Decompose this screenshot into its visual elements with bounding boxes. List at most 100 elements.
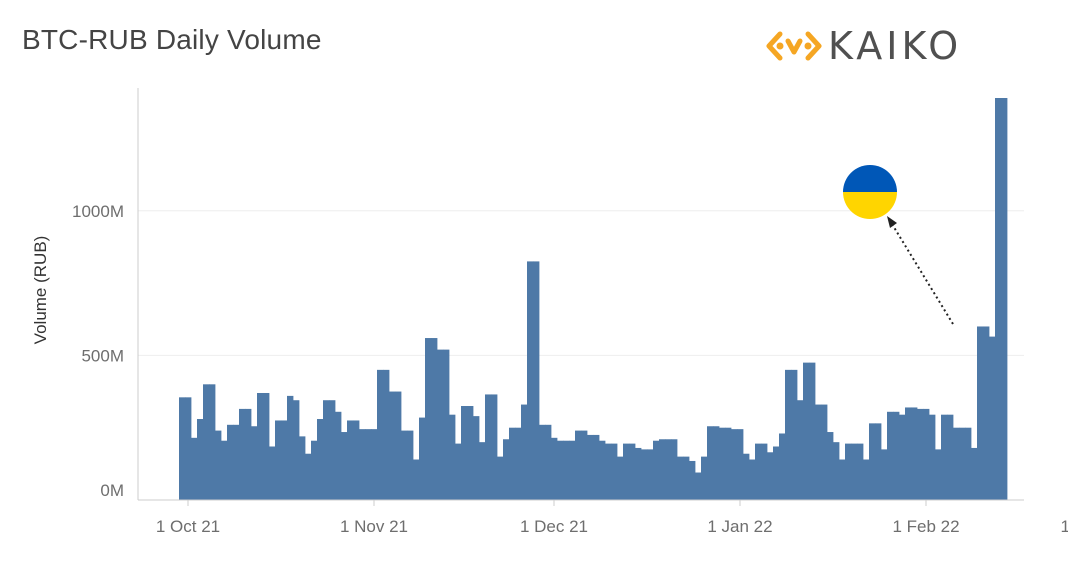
bar [803, 362, 810, 500]
bar [725, 427, 732, 500]
bar [365, 429, 372, 500]
x-tick-label: 1 Oct 21 [156, 517, 220, 536]
bar [515, 427, 522, 500]
bar [185, 397, 192, 500]
bar [527, 261, 534, 500]
bar [929, 414, 936, 500]
bar [245, 408, 252, 500]
x-tick-label: 1 Jan 22 [707, 517, 772, 536]
bar [179, 397, 186, 500]
bar [971, 447, 978, 500]
bar [983, 326, 990, 500]
grid-lines [138, 210, 1024, 356]
bar [785, 369, 792, 500]
bar [923, 408, 930, 500]
bar [455, 443, 462, 500]
bar [611, 443, 618, 500]
bar [815, 404, 822, 500]
bar [263, 392, 270, 500]
bar [773, 446, 780, 500]
bar [335, 411, 342, 500]
kaiko-chain-link-icon [766, 31, 822, 61]
bar [587, 434, 594, 500]
bar [269, 446, 276, 500]
bar [197, 419, 204, 500]
bar [743, 453, 750, 500]
bar [749, 459, 756, 500]
bar [431, 338, 438, 500]
bar [467, 406, 474, 500]
bar [311, 440, 318, 500]
y-tick-label: 1000M [72, 202, 124, 221]
bar [659, 439, 666, 500]
x-tick-label: 1 Feb 22 [892, 517, 959, 536]
bar [677, 456, 684, 500]
bar [863, 459, 870, 500]
bar [629, 443, 636, 500]
bar [221, 440, 228, 500]
bar [293, 400, 300, 500]
bar [227, 424, 234, 500]
bar [827, 432, 834, 500]
bar [875, 423, 882, 500]
bar [605, 443, 612, 500]
bar [599, 440, 606, 500]
bar [953, 427, 960, 500]
y-axis-label: Volume (RUB) [31, 236, 50, 345]
bar [737, 429, 744, 500]
bar [857, 443, 864, 500]
bar [641, 449, 648, 500]
bar [479, 442, 486, 500]
x-tick-label: 1 Mar 22 [1060, 517, 1068, 536]
bar [449, 414, 456, 500]
bar [695, 472, 702, 500]
bar [305, 453, 312, 500]
bar [647, 449, 654, 500]
bar [209, 384, 216, 500]
bar [425, 338, 432, 500]
bar [329, 400, 336, 500]
bar [497, 456, 504, 500]
bar [635, 447, 642, 500]
bar [371, 429, 378, 500]
bar [779, 433, 786, 500]
bar [845, 443, 852, 500]
bar [941, 414, 948, 500]
bar [359, 429, 366, 500]
kaiko-logo: KAIKO [766, 24, 962, 68]
y-tick-label: 0M [100, 481, 124, 500]
bar [575, 430, 582, 500]
bar [593, 434, 600, 500]
chart-title: BTC-RUB Daily Volume [22, 24, 322, 55]
bar [731, 429, 738, 500]
bar [557, 440, 564, 500]
x-axis-ticks: 1 Oct 21 1 Nov 21 1 Dec 21 1 Jan 22 1 Feb 22… [156, 500, 1068, 536]
bar [905, 407, 912, 500]
bar [935, 449, 942, 500]
bar [947, 414, 954, 500]
bar [323, 400, 330, 500]
bar [821, 404, 828, 500]
bar [287, 395, 294, 500]
bar [833, 442, 840, 500]
bar [281, 420, 288, 500]
bar [917, 408, 924, 500]
bar [911, 407, 918, 500]
bar [233, 424, 240, 500]
y-axis-ticks: 0M 500M 1000M [72, 202, 124, 500]
bar [551, 437, 558, 500]
bar [275, 420, 282, 500]
bar [389, 391, 396, 500]
bar [791, 369, 798, 500]
bar [1001, 98, 1008, 500]
bar [419, 417, 426, 500]
bar [707, 426, 714, 500]
bar [341, 432, 348, 500]
bar [191, 437, 198, 500]
dotted-arrow [887, 216, 954, 325]
bar [797, 400, 804, 500]
bar [965, 427, 972, 500]
kaiko-logo-text: KAIKO [828, 24, 963, 68]
bar [395, 391, 402, 500]
